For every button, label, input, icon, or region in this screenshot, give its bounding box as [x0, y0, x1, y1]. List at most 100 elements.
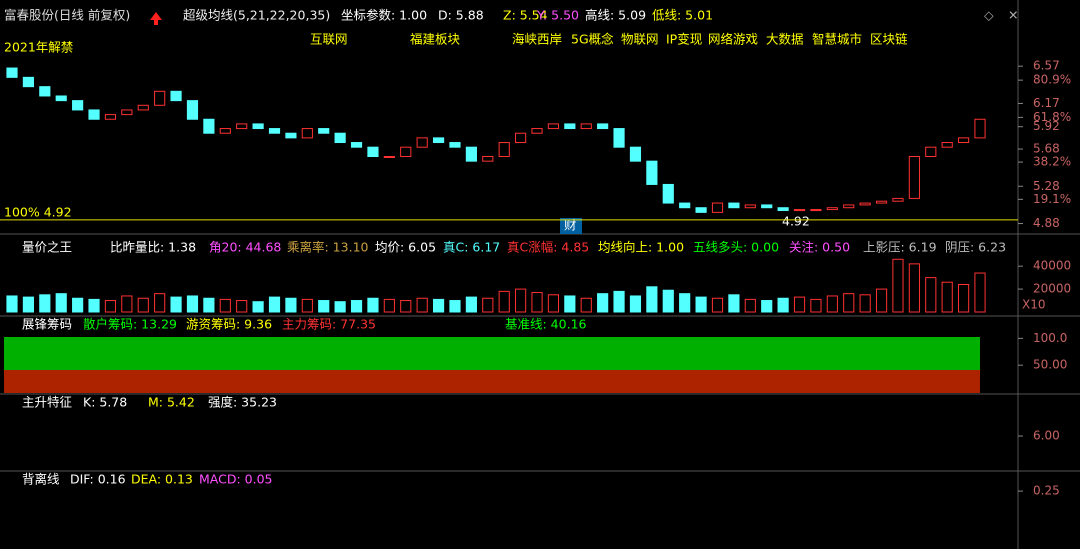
volume-bar	[39, 294, 51, 313]
concept[interactable]: IP变现	[666, 32, 702, 47]
volume-bar	[367, 297, 379, 313]
y-tick-label: 50.00	[1033, 358, 1067, 372]
candle-body	[186, 100, 199, 120]
level-note: 100% 4.92	[4, 205, 72, 220]
concept[interactable]: 互联网	[310, 32, 348, 47]
candle-body	[22, 76, 34, 88]
param: 基准线: 40.16	[505, 317, 587, 332]
candle-body	[121, 109, 133, 116]
candle-body	[826, 207, 838, 211]
volume-bar	[219, 298, 231, 313]
param: DIF: 0.16	[70, 472, 126, 487]
candle-body	[547, 123, 560, 130]
concept[interactable]: 5G概念	[571, 32, 614, 47]
concept[interactable]: 物联网	[621, 32, 659, 47]
volume-bar	[416, 297, 428, 313]
volume-bar	[597, 293, 609, 313]
candle-body	[55, 95, 67, 102]
volume-bar	[22, 296, 34, 313]
volume-bar	[170, 296, 182, 313]
close-button[interactable]: ✕	[1008, 8, 1018, 23]
candle-body	[449, 142, 461, 148]
volume-bar	[744, 298, 756, 313]
panel-title: 背离线	[22, 472, 60, 487]
volume-bar	[531, 292, 543, 313]
y-tick-label: 100.0	[1033, 331, 1067, 345]
param: 真C: 6.17	[443, 240, 500, 255]
candle-body	[285, 132, 297, 139]
param: 游资筹码: 9.36	[186, 317, 272, 332]
diamond-button[interactable]: ◇	[984, 8, 994, 23]
candle-body	[416, 137, 428, 148]
volume-bar	[777, 297, 789, 313]
candle-body	[958, 137, 970, 144]
volume-bar	[646, 286, 658, 313]
volume-bar	[547, 294, 560, 313]
candle-body	[268, 128, 281, 134]
param: 低线: 5.01	[652, 8, 713, 23]
candle-body	[39, 86, 51, 97]
event-box[interactable]	[560, 218, 582, 234]
candle-body	[793, 209, 806, 212]
volume-bar	[974, 272, 986, 313]
volume-bar	[400, 300, 412, 313]
concept[interactable]: 区块链	[870, 32, 908, 47]
volume-bar	[203, 297, 215, 313]
candle-body	[383, 156, 395, 159]
param: 坐标参数: 1.00	[341, 8, 427, 23]
candle-body	[219, 128, 231, 134]
candle-body	[564, 123, 576, 130]
param: 高线: 5.09	[585, 8, 646, 23]
param: MACD: 0.05	[199, 472, 273, 487]
volume-bar	[564, 295, 576, 313]
param: 角20: 44.68	[209, 240, 281, 255]
volume-bar	[268, 296, 281, 313]
volume-bar	[875, 288, 888, 313]
param: 强度: 35.23	[208, 395, 277, 410]
candle-body	[104, 114, 117, 120]
candle-body	[597, 123, 609, 130]
candle-body	[465, 146, 477, 162]
volume-bar	[629, 295, 642, 313]
param: 真C涨幅: 4.85	[507, 240, 589, 255]
volume-bar	[55, 293, 67, 313]
candle-body	[679, 202, 691, 209]
concept[interactable]: 海峡西岸	[512, 32, 562, 47]
candle-body	[695, 207, 707, 213]
candle-body	[925, 146, 937, 158]
candle-body	[711, 202, 724, 213]
event-mark[interactable]: 财	[564, 218, 577, 233]
candle-body	[72, 100, 84, 111]
fib-label: 38.2%	[1033, 155, 1071, 169]
candle-body	[432, 137, 445, 144]
concept[interactable]: 大数据	[766, 32, 804, 47]
volume-bar	[613, 290, 625, 313]
candle-body	[859, 202, 871, 206]
y-tick-label: 40000	[1033, 259, 1071, 273]
volume-bar	[711, 297, 724, 313]
param: 阴压: 6.23	[945, 240, 1006, 255]
volume-bar	[810, 298, 822, 313]
y-tick-label: 5.68	[1033, 142, 1060, 156]
candle-body	[580, 123, 592, 130]
concept[interactable]: 智慧城市	[812, 32, 862, 47]
concept[interactable]: 福建板块	[410, 32, 461, 47]
volume-bar	[580, 297, 592, 313]
candle-body	[6, 67, 18, 78]
param: 主力筹码: 77.35	[282, 317, 376, 332]
up-arrow-icon	[150, 12, 162, 25]
volume-bar	[958, 284, 970, 313]
candle-body	[875, 200, 888, 204]
volume-bar	[350, 300, 363, 313]
candle-body	[498, 142, 510, 158]
y-tick-label: 0.25	[1033, 484, 1060, 498]
candle-body	[613, 128, 625, 148]
volume-bar	[793, 296, 806, 313]
volume-bar	[334, 301, 346, 313]
candle-body	[154, 90, 166, 106]
panel-title: 展锋筹码	[22, 317, 72, 332]
concept[interactable]: 网络游戏	[708, 32, 758, 47]
panel-title: 主升特征	[22, 395, 73, 410]
